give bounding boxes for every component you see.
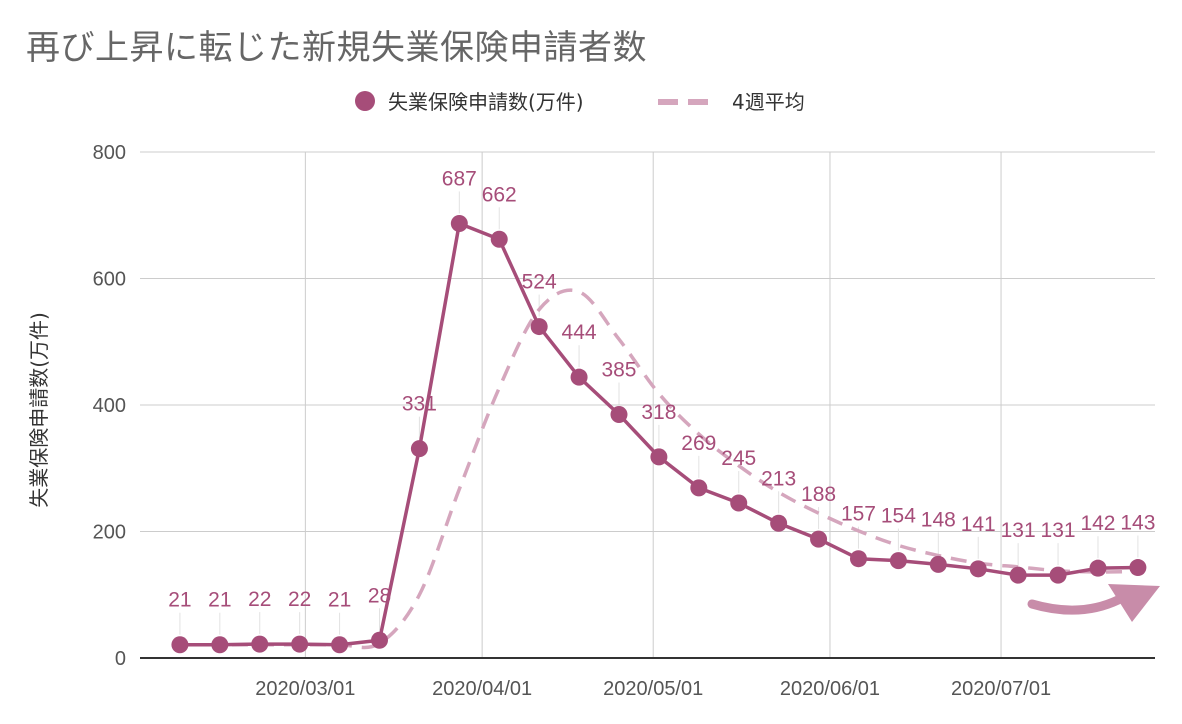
data-label: 245 [721, 447, 756, 470]
legend-label-average: 4週平均 [732, 90, 805, 114]
x-axis-ticks: 2020/03/01 2020/04/01 2020/05/01 2020/06/01… [255, 678, 1051, 700]
data-point [690, 479, 708, 497]
data-point [1129, 559, 1147, 577]
data-label: 331 [402, 393, 437, 416]
data-point [370, 631, 388, 649]
x-tick-label: 2020/04/01 [432, 678, 532, 700]
data-label: 662 [482, 183, 517, 206]
y-tick-label: 0 [115, 648, 126, 670]
data-point [490, 230, 508, 248]
data-label: 269 [681, 432, 716, 455]
data-label: 154 [881, 505, 916, 528]
data-point [1089, 559, 1107, 577]
data-point [291, 635, 309, 653]
data-point [450, 214, 468, 232]
data-label: 524 [522, 271, 557, 294]
data-label: 21 [168, 589, 191, 612]
data-label: 22 [248, 588, 271, 611]
data-label: 21 [208, 589, 231, 612]
data-label: 385 [601, 358, 636, 381]
data-point [570, 368, 588, 386]
main-series-points [171, 214, 1147, 654]
legend: 失業保険申請数(万件) 4週平均 [355, 90, 805, 114]
grid-lines [140, 151, 1155, 658]
data-point [770, 514, 788, 532]
data-label: 21 [328, 589, 351, 612]
legend-label-main: 失業保険申請数(万件) [388, 90, 584, 114]
data-label: 141 [961, 513, 996, 536]
data-point [1049, 566, 1067, 584]
y-tick-label: 400 [93, 395, 126, 417]
data-point [410, 440, 428, 458]
data-label-leaders [179, 191, 1139, 635]
data-point [889, 552, 907, 570]
data-point [810, 530, 828, 548]
upturn-arrow [1027, 584, 1160, 622]
data-label: 131 [1001, 519, 1036, 542]
data-point [650, 448, 668, 466]
upturn-arrow-head [1108, 584, 1160, 622]
x-tick-label: 2020/07/01 [951, 678, 1051, 700]
average-series-line [179, 288, 1138, 650]
data-label: 131 [1041, 519, 1076, 542]
data-point [211, 636, 229, 654]
data-label: 22 [288, 588, 311, 611]
data-label: 148 [921, 508, 956, 531]
data-point [730, 494, 748, 512]
data-point [171, 636, 189, 654]
y-axis-ticks: 0 200 400 600 800 [93, 142, 126, 670]
data-point [929, 555, 947, 573]
data-point [251, 635, 269, 653]
legend-marker-main [355, 91, 375, 111]
data-point [610, 405, 628, 423]
data-label: 142 [1080, 512, 1115, 535]
data-label: 157 [841, 503, 876, 526]
data-label: 213 [761, 467, 796, 490]
data-label: 318 [641, 401, 676, 424]
data-point [331, 636, 349, 654]
x-tick-label: 2020/06/01 [780, 678, 880, 700]
data-point [849, 550, 867, 568]
data-point [530, 318, 548, 336]
chart-title: 再び上昇に転じた新規失業保険申請者数 [26, 28, 647, 68]
y-tick-label: 200 [93, 522, 126, 544]
upturn-arrow-body [1027, 595, 1123, 615]
data-label: 28 [368, 584, 391, 607]
data-label: 687 [442, 167, 477, 190]
y-axis-title: 失業保険申請数(万件) [27, 312, 51, 508]
data-label: 444 [562, 321, 597, 344]
y-tick-label: 600 [93, 269, 126, 291]
data-point [969, 560, 987, 578]
x-tick-label: 2020/05/01 [603, 678, 703, 700]
x-tick-label: 2020/03/01 [255, 678, 355, 700]
data-label: 188 [801, 483, 836, 506]
data-label: 143 [1120, 512, 1155, 535]
data-point [1009, 566, 1027, 584]
y-tick-label: 800 [93, 142, 126, 164]
